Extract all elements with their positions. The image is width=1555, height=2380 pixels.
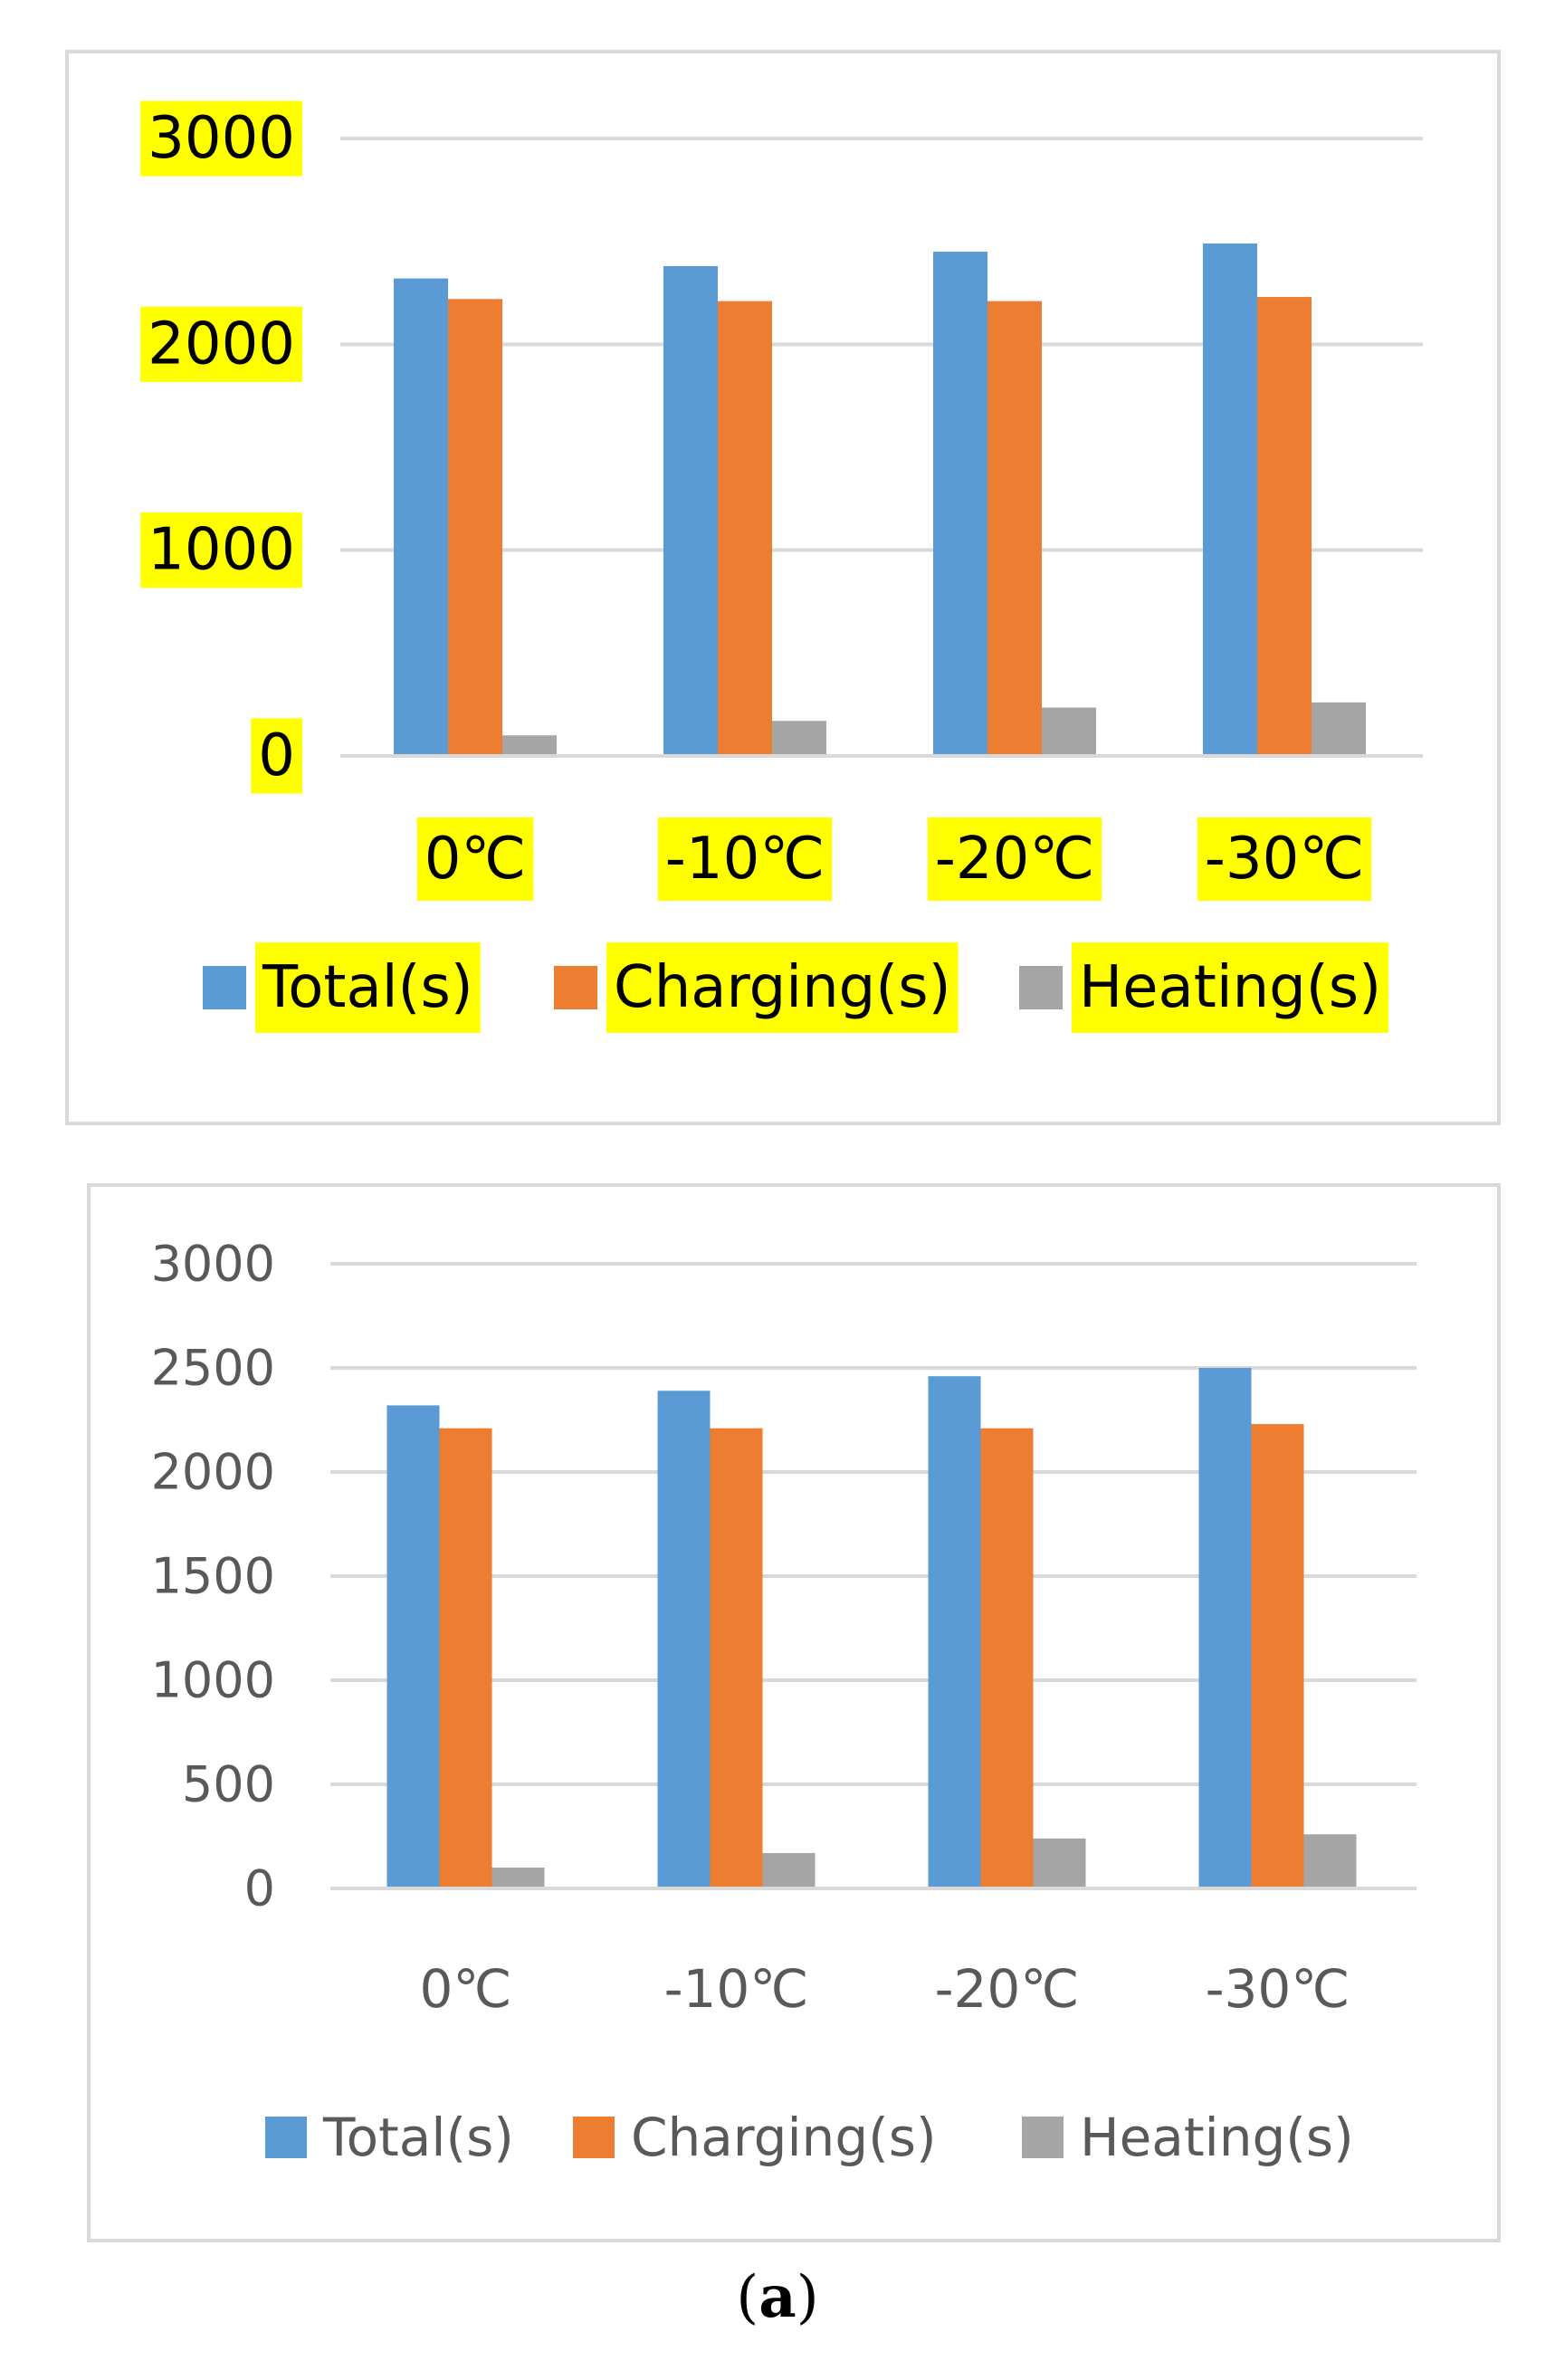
legend-swatch-0 (265, 2117, 307, 2158)
bar-heatings-0 (502, 735, 557, 756)
x-category-label: -10℃ (664, 1958, 809, 2020)
bar-chart-bottom: 0 500 1000 1500 2000 2500 3000 0℃ -10℃ -20℃ -30℃ To… (151, 1236, 1417, 2168)
legend-highlight (606, 942, 959, 1033)
bar-totals-3 (1198, 1368, 1252, 1888)
bar-heatings-1 (772, 721, 826, 756)
bar-totals-2 (933, 252, 987, 756)
bar-totals-2 (928, 1376, 981, 1888)
bar-totals-1 (663, 265, 718, 756)
bar-heatings-2 (1042, 707, 1096, 756)
y-tick-label: 2000 (151, 1444, 275, 1501)
bar-totals-0 (394, 278, 448, 756)
category-highlight (657, 817, 833, 902)
x-category-label: -30℃ (1206, 1958, 1350, 2020)
chart-panel-top: 0 1000 2000 3000 0℃ -10℃ -20℃ -30℃ Total(s) Charg… (65, 50, 1501, 1125)
legend-label-1: Charging(s) (614, 954, 951, 1021)
legend-label-2: Heating(s) (1080, 2107, 1354, 2168)
bar-chargings-2 (987, 301, 1042, 756)
x-category-label: -30℃ (1205, 826, 1364, 893)
x-category-label: -10℃ (665, 826, 825, 893)
category-highlight (927, 817, 1102, 902)
y-tick-label: 1000 (151, 1652, 275, 1709)
bar-heatings-3 (1303, 1834, 1357, 1888)
bar-chargings-3 (1251, 1424, 1304, 1888)
legend-label-0: Total(s) (262, 954, 473, 1021)
tick-highlight (140, 100, 302, 177)
legend-swatch-1 (554, 966, 597, 1009)
legend-highlight (1072, 942, 1389, 1033)
bar-heatings-0 (491, 1868, 545, 1888)
bar-heatings-3 (1312, 702, 1366, 756)
y-tick-label: 0 (258, 722, 295, 789)
y-tick-label: 0 (244, 1860, 275, 1917)
bar-heatings-2 (1033, 1838, 1086, 1888)
bar-totals-1 (657, 1391, 711, 1888)
legend-swatch-2 (1019, 966, 1063, 1009)
bar-totals-3 (1203, 243, 1257, 756)
bar-chargings-1 (710, 1428, 763, 1888)
y-tick-label: 1000 (148, 517, 295, 584)
category-highlight (416, 817, 534, 902)
legend-swatch-0 (203, 966, 246, 1009)
y-tick-label: 3000 (151, 1236, 275, 1293)
legend-highlight (255, 942, 481, 1033)
bar-chargings-2 (980, 1428, 1034, 1888)
bar-heatings-1 (762, 1852, 816, 1888)
legend-swatch-1 (573, 2117, 615, 2158)
bar-chargings-3 (1257, 297, 1312, 756)
x-category-label: 0℃ (419, 1958, 511, 2020)
bar-chargings-0 (439, 1428, 492, 1888)
legend-label-0: Total(s) (322, 2107, 514, 2168)
figure-caption: (a) (736, 2263, 819, 2331)
category-highlight (1197, 817, 1372, 902)
y-tick-label: 3000 (148, 105, 295, 172)
bar-chargings-1 (718, 301, 772, 756)
y-tick-label: 2000 (148, 311, 295, 378)
tick-highlight (140, 306, 302, 382)
legend-label-2: Heating(s) (1079, 954, 1381, 1021)
y-tick-label: 2500 (151, 1340, 275, 1397)
legend-swatch-2 (1022, 2117, 1064, 2158)
tick-highlight (251, 718, 302, 794)
bar-totals-0 (386, 1405, 440, 1888)
x-category-label: 0℃ (425, 826, 527, 893)
bar-chargings-0 (448, 299, 502, 756)
x-category-label: -20℃ (935, 1958, 1080, 2020)
chart-panel-bottom: 0 500 1000 1500 2000 2500 3000 0℃ -10℃ -20℃ -30℃ To… (87, 1183, 1501, 2242)
x-category-label: -20℃ (935, 826, 1094, 893)
y-tick-label: 500 (182, 1756, 275, 1813)
legend-label-1: Charging(s) (631, 2107, 937, 2168)
bar-chart-top: 0 1000 2000 3000 0℃ -10℃ -20℃ -30℃ Total(s) Charg… (140, 100, 1423, 1033)
y-tick-label: 1500 (151, 1548, 275, 1605)
tick-highlight (140, 512, 302, 588)
